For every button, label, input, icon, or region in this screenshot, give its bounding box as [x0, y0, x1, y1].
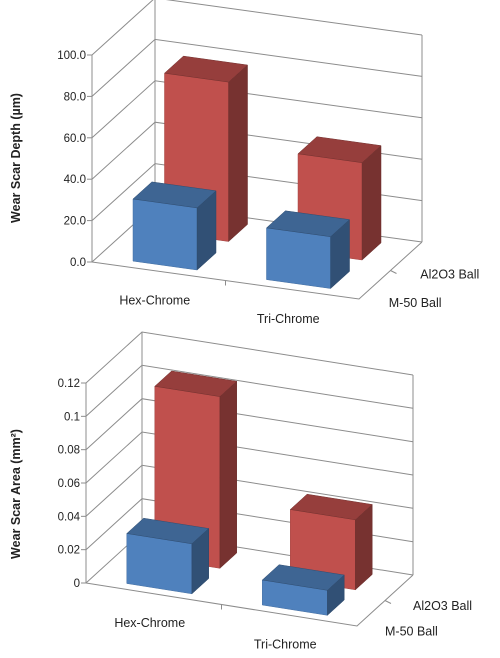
bar [126, 517, 210, 595]
y-tick-label: 0.02 [58, 545, 80, 557]
y-axis-label: Wear Scar Depth (µm) [9, 93, 23, 223]
depth-category-label: Al2O3 Ball [413, 599, 472, 613]
y-tick-label: 0.08 [58, 445, 80, 457]
gridlines [81, 331, 414, 584]
gridline [85, 398, 414, 451]
wear-depth-chart: 0.0 20.0 40.0 60.0 80.0 100.0 Hex-Chrome Tri-Ch… [9, 0, 479, 326]
y-tick-label: 100.0 [57, 50, 86, 62]
gridline [85, 431, 414, 484]
wear-area-chart: 0 0.02 0.04 0.06 0.08 0.1 0.12 Hex-Chrome Tri-Ch… [9, 331, 472, 651]
y-tick-label: 60.0 [64, 133, 86, 145]
gridline [91, 0, 423, 56]
x-category-label: Hex-Chrome [119, 293, 190, 307]
gridline [91, 80, 423, 139]
y-axis-label: Wear Scar Area (mm²) [9, 429, 23, 559]
y-tick-label: 0.04 [58, 511, 81, 523]
bar [132, 181, 217, 271]
y-tick-label: 0.0 [70, 257, 86, 269]
y-tick-label: 20.0 [64, 216, 86, 228]
bar [261, 564, 345, 616]
chart-walls [91, 0, 423, 300]
y-tick-label: 0.12 [58, 378, 80, 390]
x-category-label: Hex-Chrome [114, 616, 185, 630]
y-tick-label: 0 [74, 578, 80, 590]
bar [265, 210, 351, 290]
x-category-label: Tri-Chrome [254, 637, 317, 651]
y-tick-label: 0.1 [64, 411, 80, 423]
depth-category-label: M-50 Ball [385, 624, 438, 638]
gridline [85, 364, 414, 417]
y-tick-label: 0.06 [58, 478, 80, 490]
depth-category-label: Al2O3 Ball [420, 267, 479, 281]
gridline [85, 464, 414, 517]
y-tick-label: 80.0 [64, 91, 86, 103]
gridline [91, 38, 423, 97]
y-tick-label: 40.0 [64, 174, 86, 186]
bars [132, 55, 382, 290]
depth-category-label: M-50 Ball [389, 296, 442, 310]
bars [126, 370, 373, 616]
gridline [85, 331, 414, 384]
x-category-label: Tri-Chrome [257, 312, 320, 326]
